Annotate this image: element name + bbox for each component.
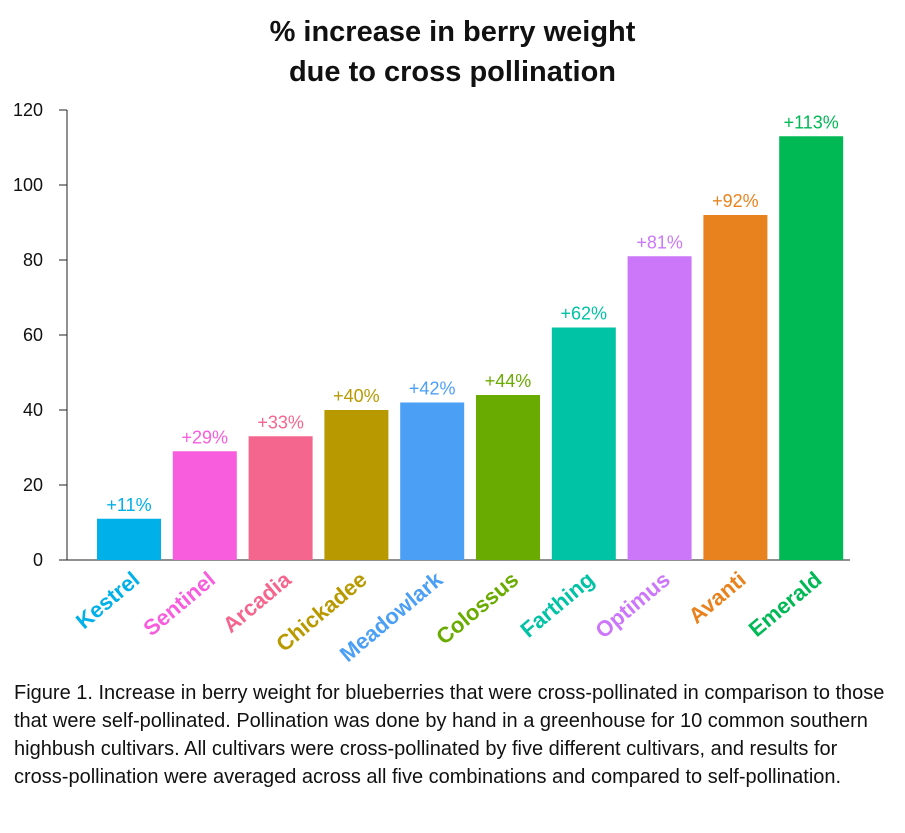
bar-sentinel — [172, 451, 237, 560]
data-label: +62% — [561, 304, 608, 324]
data-label: +81% — [636, 232, 683, 252]
category-labels: KestrelSentinelArcadiaChickadeeMeadowlar… — [71, 566, 826, 667]
chart-title-line-2: due to cross pollination — [288, 56, 617, 88]
y-axis: 0 20 40 60 80 100 120 — [13, 100, 850, 570]
bar-emerald — [779, 136, 844, 560]
bar-colossus — [476, 395, 540, 560]
y-tick-label: 100 — [13, 175, 43, 195]
data-label: +113% — [784, 112, 839, 132]
data-label: +44% — [485, 371, 532, 391]
y-tick-label: 20 — [23, 475, 43, 495]
data-label: +29% — [182, 427, 229, 447]
bar-optimus — [627, 256, 692, 560]
data-labels: +11% +29% +33% +40% +42% +44% +62% +81% +92% +113… — [106, 112, 838, 515]
bar-avanti — [703, 215, 768, 560]
y-tick-label: 120 — [13, 100, 43, 120]
category-label: Kestrel — [71, 567, 144, 634]
category-label: Colossus — [431, 567, 523, 650]
category-label: Farthing — [516, 567, 599, 643]
bar-chickadee — [324, 410, 389, 560]
chart-title-line-1: % increase in berry weight — [269, 16, 636, 48]
category-label: Optimus — [590, 567, 674, 644]
y-tick-label: 40 — [23, 400, 43, 420]
bar-arcadia — [248, 436, 313, 560]
bar-farthing — [551, 327, 616, 560]
data-label: +92% — [712, 191, 759, 211]
data-label: +42% — [409, 379, 456, 399]
y-tick-label: 0 — [33, 550, 43, 570]
data-label: +11% — [106, 495, 151, 515]
bars — [97, 136, 844, 560]
chart-title: % increase in berry weight due to cross … — [0, 12, 905, 92]
bar-kestrel — [97, 518, 161, 560]
data-label: +40% — [333, 386, 380, 406]
y-tick-label: 60 — [23, 325, 43, 345]
category-label: Emerald — [744, 567, 827, 642]
bar-meadowlark — [400, 402, 465, 560]
category-label: Sentinel — [138, 567, 220, 641]
data-label: +33% — [257, 412, 304, 432]
category-label: Avanti — [684, 567, 751, 629]
y-tick-label: 80 — [23, 250, 43, 270]
bar-chart: 0 20 40 60 80 100 120 +11% +29% +33% +40% +42% +44%… — [13, 100, 850, 667]
figure-caption: Figure 1. Increase in berry weight for b… — [14, 682, 885, 788]
